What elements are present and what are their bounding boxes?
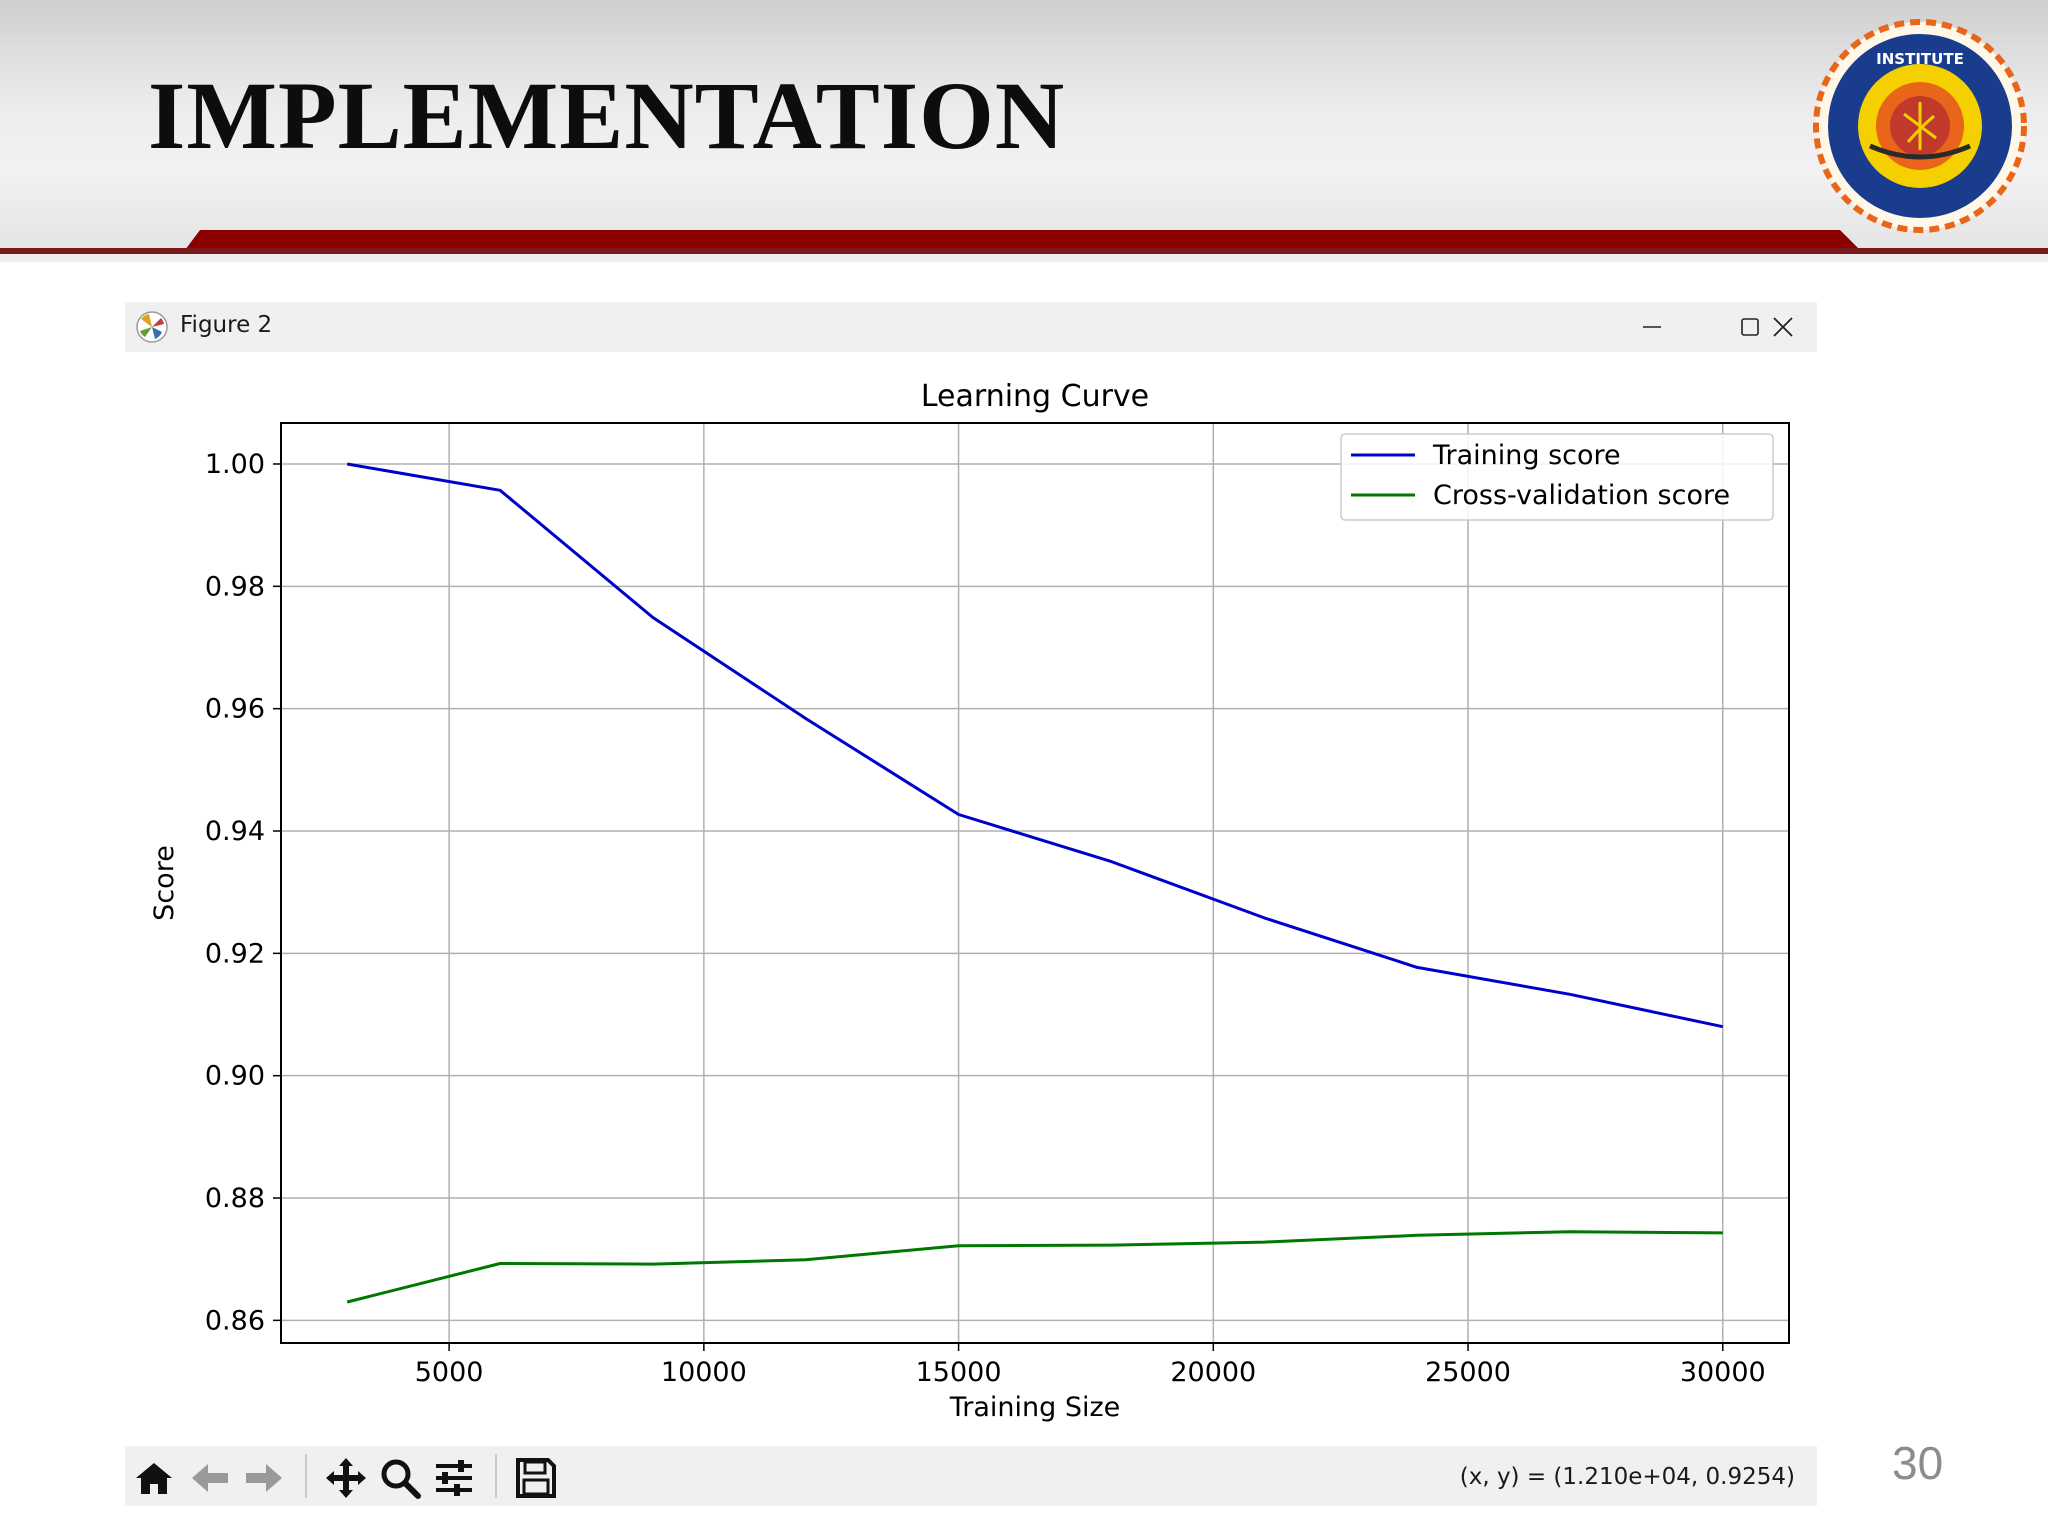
legend-label-cross-validation-score: Cross-validation score — [1433, 480, 1730, 511]
matplotlib-figure-icon — [136, 311, 168, 343]
x-tick-label: 20000 — [1170, 1357, 1256, 1388]
page-number: 30 — [1892, 1437, 1944, 1489]
series-line-cross-validation-score — [346, 1230, 1723, 1304]
home-icon — [136, 1463, 172, 1494]
window-title: Figure 2 — [180, 312, 273, 338]
pan-button[interactable] — [321, 1454, 371, 1502]
back-button[interactable] — [185, 1454, 235, 1502]
window-titlebar[interactable]: Figure 2 — [125, 302, 1817, 352]
pan-icon — [326, 1458, 366, 1498]
y-axis-label: Score — [149, 845, 180, 921]
y-tick-label: 0.92 — [205, 938, 265, 969]
y-tick-label: 0.98 — [205, 571, 265, 602]
navigation-toolbar: (x, y) = (1.210e+04, 0.9254) — [125, 1446, 1817, 1506]
y-tick-label: 0.86 — [205, 1305, 265, 1336]
legend-box — [1340, 433, 1774, 521]
data-series — [346, 462, 1724, 1304]
plot-frame — [280, 422, 1790, 1344]
plot-area — [281, 423, 1789, 1343]
toolbar-separator — [305, 1454, 307, 1498]
cursor-coordinates: (x, y) = (1.210e+04, 0.9254) — [1459, 1464, 1795, 1490]
learning-curve-plot[interactable]: 5000 10000 15000 20000 25000 30000 0.86 0.88 0.9… — [125, 352, 1817, 1450]
slide-header: IMPLEMENTATION INSTITUTE — [0, 0, 2048, 262]
x-axis-label: Training Size — [949, 1392, 1121, 1423]
x-tick-label: 25000 — [1425, 1357, 1511, 1388]
x-tick-label: 15000 — [916, 1357, 1002, 1388]
close-button[interactable] — [1750, 302, 1816, 352]
chart-title: Learning Curve — [921, 379, 1149, 414]
minimize-button[interactable] — [1607, 302, 1697, 352]
maximize-icon — [1741, 318, 1759, 336]
configure-subplots-icon — [436, 1460, 472, 1496]
maximize-button[interactable] — [1705, 302, 1795, 352]
axis-ticks: 5000 10000 15000 20000 25000 30000 0.86 0.88 0.9… — [205, 449, 1766, 1388]
save-button[interactable] — [511, 1454, 561, 1502]
y-tick-label: 1.00 — [205, 449, 265, 480]
header-band — [0, 230, 2048, 262]
zoom-button[interactable] — [375, 1454, 425, 1502]
institute-logo: INSTITUTE — [1813, 19, 2027, 233]
legend: Training score Cross-validation score — [1340, 433, 1774, 521]
figure-window: Figure 2 5000 10000 15000 20000 25000 30000 0.… — [125, 302, 1817, 1506]
grid-lines — [281, 423, 1789, 1343]
toolbar-separator — [495, 1454, 497, 1498]
x-tick-label: 10000 — [661, 1357, 747, 1388]
svg-text:INSTITUTE: INSTITUTE — [1876, 50, 1964, 68]
legend-label-training-score: Training score — [1432, 440, 1621, 471]
forward-button[interactable] — [239, 1454, 289, 1502]
configure-subplots-button[interactable] — [429, 1454, 479, 1502]
close-icon — [1773, 317, 1793, 337]
zoom-icon — [381, 1459, 421, 1499]
slide-title: IMPLEMENTATION — [148, 62, 1066, 169]
save-icon — [516, 1458, 556, 1498]
y-tick-label: 0.88 — [205, 1183, 265, 1214]
x-tick-label: 5000 — [415, 1357, 484, 1388]
minimize-icon — [1643, 326, 1661, 328]
x-tick-label: 30000 — [1680, 1357, 1766, 1388]
home-button[interactable] — [129, 1454, 179, 1502]
y-tick-label: 0.96 — [205, 694, 265, 725]
y-tick-label: 0.90 — [205, 1061, 265, 1092]
forward-arrow-icon — [246, 1464, 282, 1492]
y-tick-label: 0.94 — [205, 816, 265, 847]
series-line-training-score — [346, 462, 1724, 1029]
back-arrow-icon — [192, 1464, 228, 1492]
